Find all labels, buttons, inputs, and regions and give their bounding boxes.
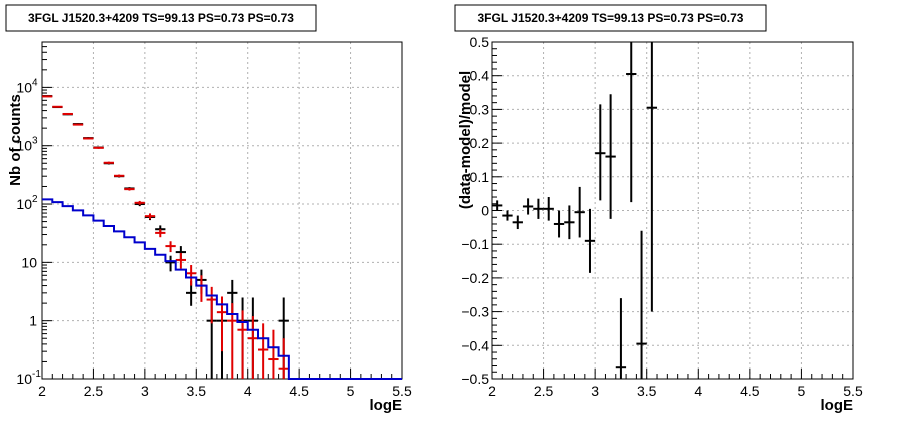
y-tick-label: 0 [481, 203, 489, 219]
x-tick-label: 4 [244, 383, 252, 399]
y-axis-label: (data-model)/model [457, 71, 474, 209]
x-tick-label: 2.5 [84, 383, 104, 399]
y-tick-exponent: -1 [32, 369, 41, 380]
series-3 [42, 198, 402, 380]
chart-title: 3FGL J1520.3+4209 TS=99.13 PS=0.73 PS=0.… [478, 11, 744, 25]
y-axis-label: Nb of counts [7, 94, 24, 186]
x-tick-label: 5.5 [843, 383, 863, 399]
chart-1: 3FGL J1520.3+4209 TS=99.13 PS=0.73 PS=0.… [5, 4, 412, 414]
x-tick-label: 3.5 [637, 383, 657, 399]
y-tick-exponent: 2 [32, 194, 38, 205]
chart-title-box [454, 4, 767, 32]
y-tick-label: −0.2 [461, 270, 489, 286]
y-tick-label: 0.5 [470, 34, 490, 50]
y-tick-label: 0.4 [470, 68, 490, 84]
y-tick-label: 0.2 [470, 135, 490, 151]
series-1 [492, 42, 658, 379]
y-tick-label: 10 [16, 138, 32, 154]
y-tick-exponent: 4 [32, 77, 38, 88]
y-tick-exponent: 3 [32, 136, 38, 147]
model-step-line [42, 198, 402, 380]
x-tick-label: 4 [694, 383, 702, 399]
y-tick-label: 10 [21, 254, 37, 270]
y-tick-label: 0.3 [470, 101, 490, 117]
x-tick-label: 4.5 [289, 383, 309, 399]
chart-2: 3FGL J1520.3+4209 TS=99.13 PS=0.73 PS=0.… [454, 4, 863, 414]
x-tick-label: 3.5 [187, 383, 207, 399]
y-tick-label: 10 [16, 371, 32, 387]
series-2 [42, 95, 289, 379]
x-tick-label: 3 [141, 383, 149, 399]
x-tick-label: 5 [347, 383, 355, 399]
x-tick-label: 4.5 [740, 383, 760, 399]
y-tick-label: 10 [16, 196, 32, 212]
series-1 [42, 95, 289, 379]
x-tick-label: 5 [798, 383, 806, 399]
y-tick-label: 10 [16, 79, 32, 95]
chart-title: 3FGL J1520.3+4209 TS=99.13 PS=0.73 PS=0.… [28, 11, 294, 25]
x-axis-label: logE [370, 397, 403, 414]
x-tick-label: 2.5 [534, 383, 554, 399]
x-tick-label: 5.5 [392, 383, 412, 399]
x-tick-label: 2 [38, 383, 46, 399]
y-tick-label: −0.5 [461, 371, 489, 387]
y-tick-label: −0.4 [461, 337, 489, 353]
x-tick-label: 3 [591, 383, 599, 399]
y-tick-label: 1 [29, 313, 37, 329]
x-axis-label: logE [821, 397, 854, 414]
chart-title-box [5, 4, 317, 32]
x-tick-label: 2 [488, 383, 496, 399]
y-tick-label: −0.3 [461, 304, 489, 320]
y-tick-label: 0.1 [470, 169, 490, 185]
y-tick-label: −0.1 [461, 236, 489, 252]
